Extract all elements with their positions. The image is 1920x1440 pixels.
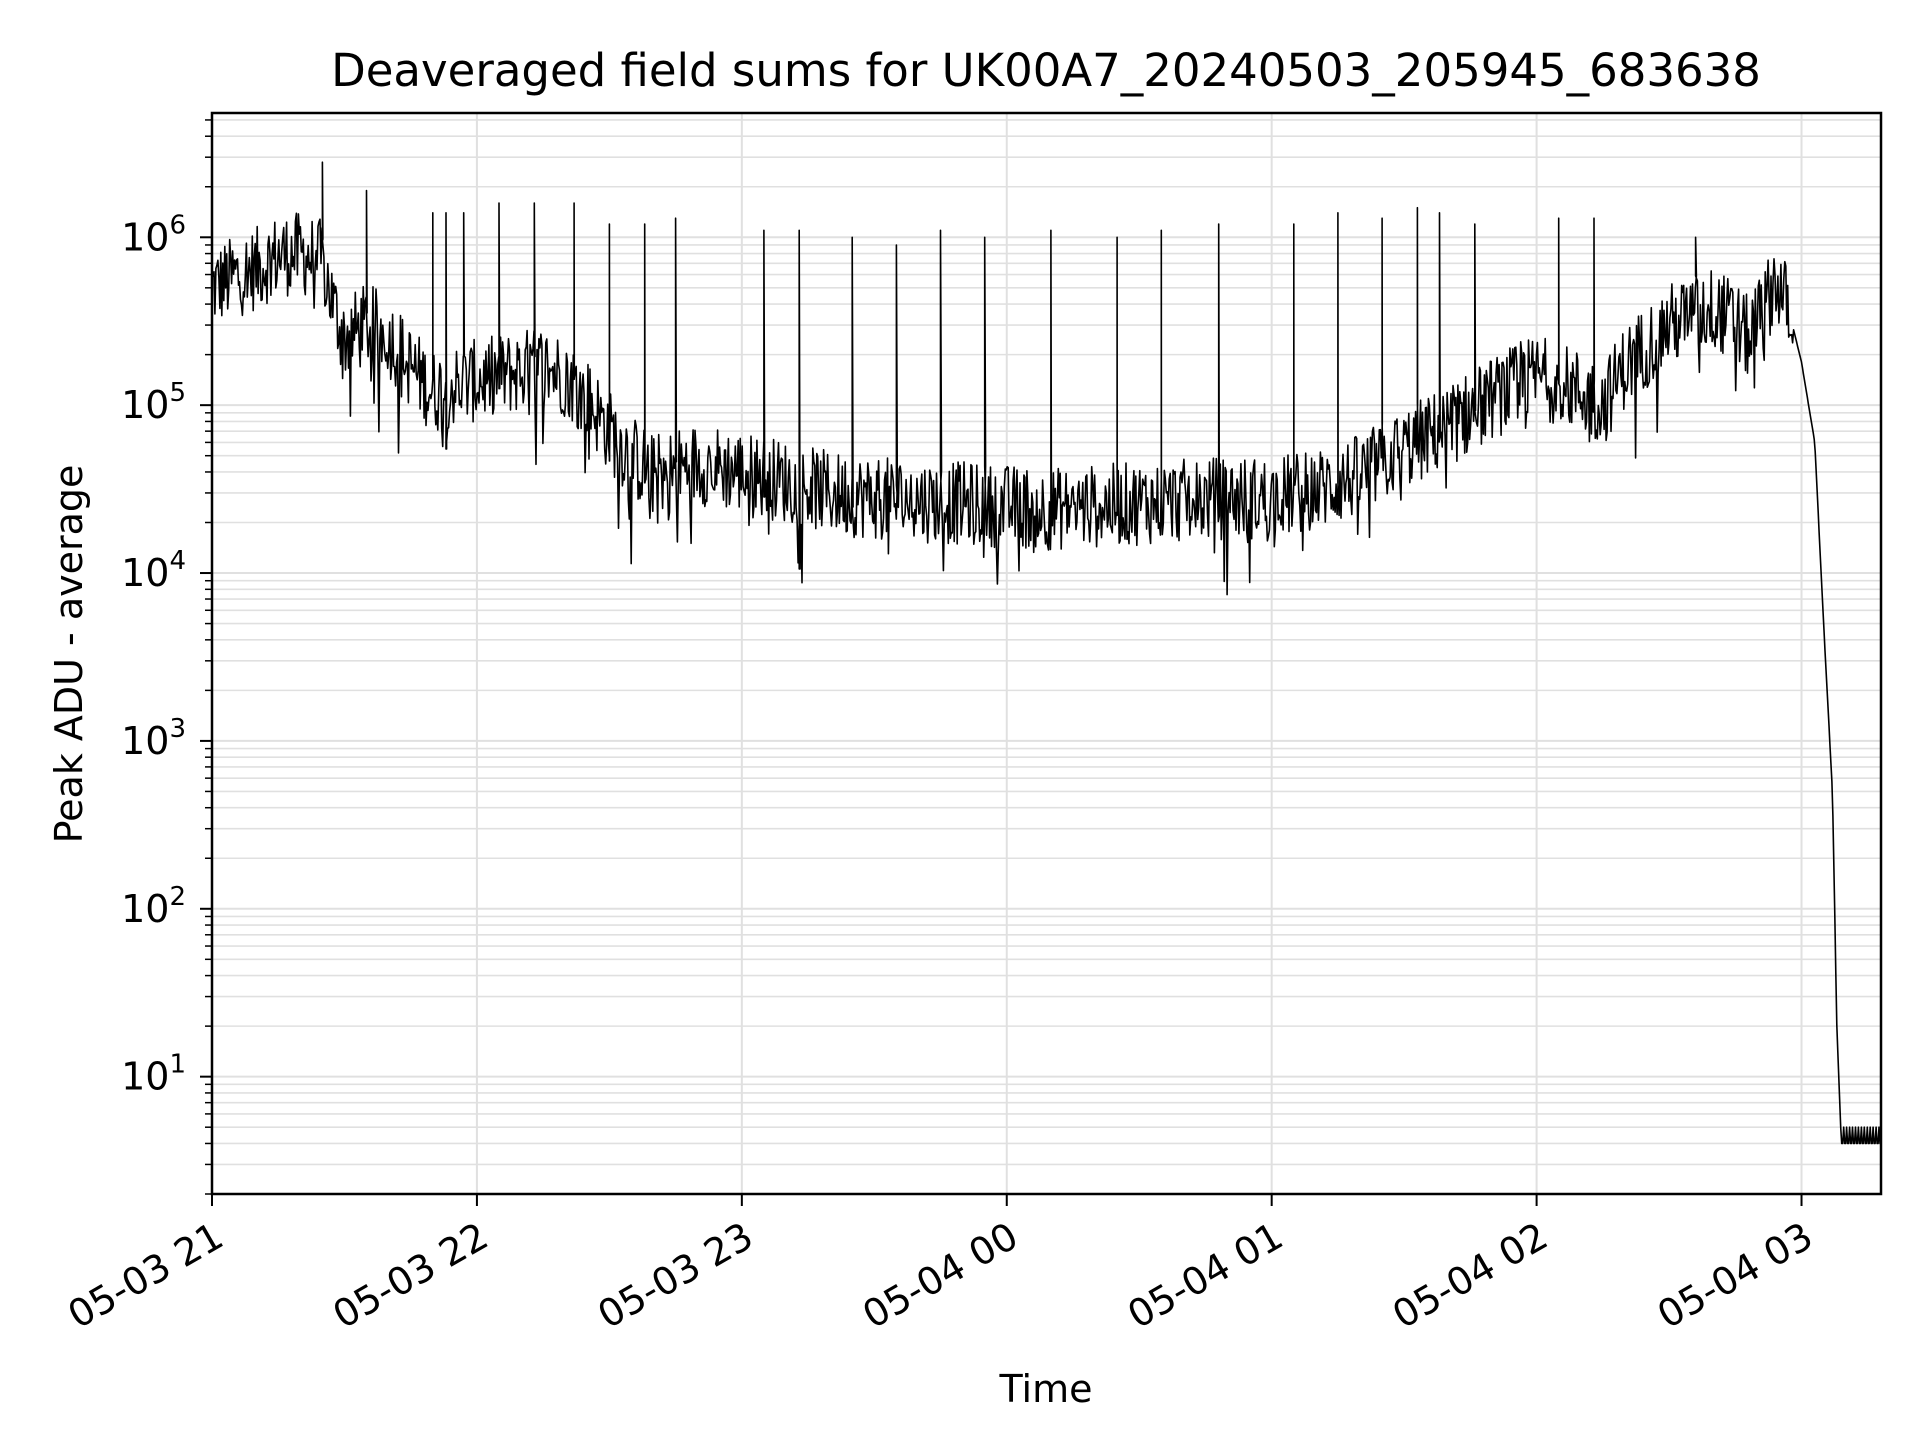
y-tick-label: 104 [121,546,186,595]
y-tick-label: 102 [121,882,186,931]
grid [211,113,1881,1195]
y-axis-label: Peak ADU - average [47,465,91,844]
plot-area [212,161,1881,1145]
y-tick-label: 101 [121,1050,186,1099]
x-axis-label: Time [999,1367,1093,1411]
y-tick-label: 105 [121,378,186,427]
plot-frame [210,111,1883,1196]
y-tick-label: 106 [121,210,186,259]
y-axis: 101 102 103 104 105 106 [121,119,212,1195]
chart-title: Deaveraged field sums for UK00A7_2024050… [331,44,1761,97]
y-tick-label: 103 [121,714,186,763]
series-line [212,161,1881,1145]
